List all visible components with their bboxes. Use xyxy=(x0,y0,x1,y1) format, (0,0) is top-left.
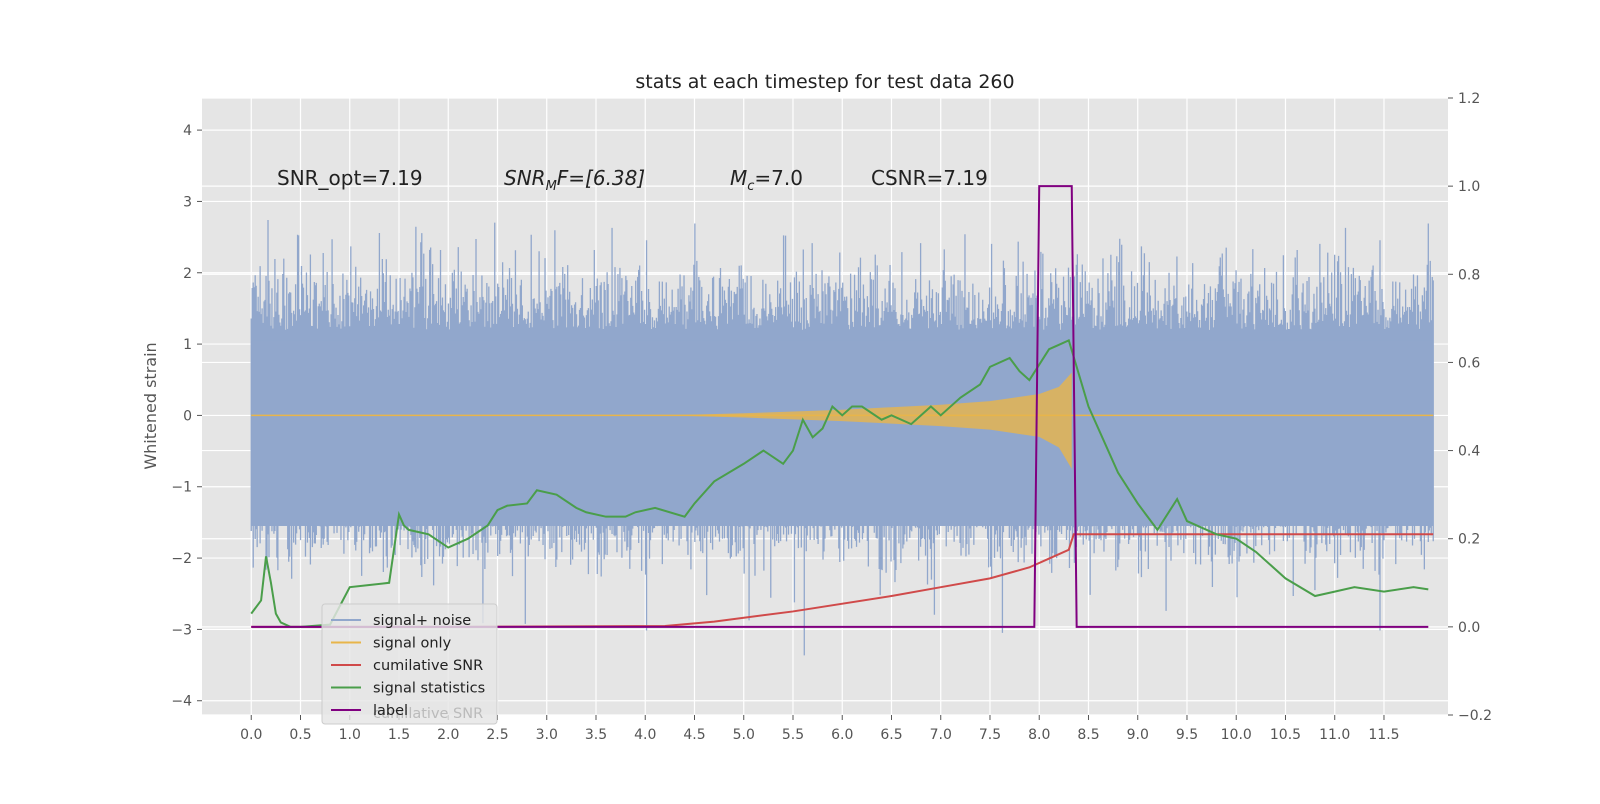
series-signal-statistics xyxy=(250,339,1429,628)
x-tick-label: 11.0 xyxy=(1319,727,1350,743)
series-signal-noise xyxy=(250,219,1434,656)
x-tick-label: 7.0 xyxy=(930,727,952,743)
legend: cumilative SNR signal+ noise signal only c… xyxy=(321,603,498,725)
y-tick-label: 1 xyxy=(183,337,192,353)
annotation-mc-rest: =7.0 xyxy=(754,166,803,190)
annotation-snr-opt: SNR_opt=7.19 xyxy=(277,166,423,190)
annotation-mc-sub: c xyxy=(747,179,754,194)
x-tick-label: 2.0 xyxy=(437,727,459,743)
y-tick-label: 2 xyxy=(183,266,192,282)
y2-tick-label: 1.2 xyxy=(1458,91,1480,107)
annotation-csnr: CSNR=7.19 xyxy=(871,166,988,190)
x-tick-label: 1.5 xyxy=(388,727,410,743)
x-tick-label: 3.5 xyxy=(585,727,607,743)
x-tick-label: 3.0 xyxy=(536,727,558,743)
annotation-snr-mf-main: SNR xyxy=(504,166,546,190)
x-tick-label: 6.5 xyxy=(880,727,902,743)
annotation-snr-mf-rest: F=[6.38] xyxy=(557,166,645,190)
y2-tick-label: −0.2 xyxy=(1458,708,1492,724)
x-tick-label: 2.5 xyxy=(486,727,508,743)
y-tick-label: −2 xyxy=(171,551,192,567)
x-tick-label: 9.0 xyxy=(1127,727,1149,743)
legend-label: signal+ noise xyxy=(373,613,471,629)
x-tick-label: 10.5 xyxy=(1270,727,1301,743)
y2-axis-ticks: −0.2 0.0 0.2 0.4 0.6 0.8 1.0 1.2 xyxy=(1448,91,1492,724)
legend-box xyxy=(321,603,498,725)
y2-tick-label: 0.0 xyxy=(1458,620,1480,636)
x-tick-label: 8.0 xyxy=(1028,727,1050,743)
x-axis-ticks: 0.0 0.5 1.0 1.5 2.0 2.5 3.0 3.5 4.0 4.5 5.0 5.5 6.0 6… xyxy=(240,715,1400,743)
legend-label: signal only xyxy=(373,636,452,652)
x-tick-label: 9.5 xyxy=(1176,727,1198,743)
y2-tick-label: 1.0 xyxy=(1458,179,1480,195)
annotation-mc-main: M xyxy=(730,166,747,190)
x-tick-label: 4.5 xyxy=(683,727,705,743)
y-tick-label: 0 xyxy=(183,408,192,424)
x-tick-label: 10.0 xyxy=(1221,727,1252,743)
y-tick-label: 3 xyxy=(183,194,192,210)
x-tick-label: 8.5 xyxy=(1077,727,1099,743)
legend-label: label xyxy=(373,703,408,719)
y2-tick-label: 0.4 xyxy=(1458,444,1480,460)
x-tick-label: 5.0 xyxy=(733,727,755,743)
annotation-snr-mf-sub: M xyxy=(546,179,557,194)
y2-tick-label: 0.2 xyxy=(1458,532,1480,548)
y2-tick-label: 0.6 xyxy=(1458,355,1480,371)
y-axis-ticks: −4 −3 −2 −1 0 1 2 3 4 xyxy=(171,123,202,710)
x-tick-label: 6.0 xyxy=(831,727,853,743)
y-tick-label: −4 xyxy=(171,694,192,710)
series-signal-only xyxy=(664,372,1072,469)
y2-tick-label: 0.8 xyxy=(1458,267,1480,283)
x-tick-label: 11.5 xyxy=(1368,727,1399,743)
legend-overlap-text: cumilative SNR xyxy=(373,706,483,722)
annotation-snr-mf: SNRMF=[6.38] xyxy=(504,166,645,194)
y-tick-label: −1 xyxy=(171,480,192,496)
y-tick-label: 4 xyxy=(183,123,192,139)
x-tick-label: 0.0 xyxy=(240,727,262,743)
y-tick-label: −3 xyxy=(171,622,192,638)
chart-title: stats at each timestep for test data 260 xyxy=(635,71,1014,93)
y-axis-label: Whitened strain xyxy=(141,342,160,469)
legend-label: cumilative SNR xyxy=(373,658,483,674)
x-tick-label: 7.5 xyxy=(979,727,1001,743)
series-label xyxy=(251,185,1429,628)
x-tick-label: 0.5 xyxy=(289,727,311,743)
x-tick-label: 5.5 xyxy=(782,727,804,743)
x-tick-label: 1.0 xyxy=(339,727,361,743)
legend-label: signal statistics xyxy=(373,681,485,697)
legend-items: signal+ noise signal only cumilative SNR si… xyxy=(331,613,485,719)
annotation-mc: Mc=7.0 xyxy=(730,166,803,194)
noise-core xyxy=(251,340,1434,526)
x-tick-label: 4.0 xyxy=(634,727,656,743)
